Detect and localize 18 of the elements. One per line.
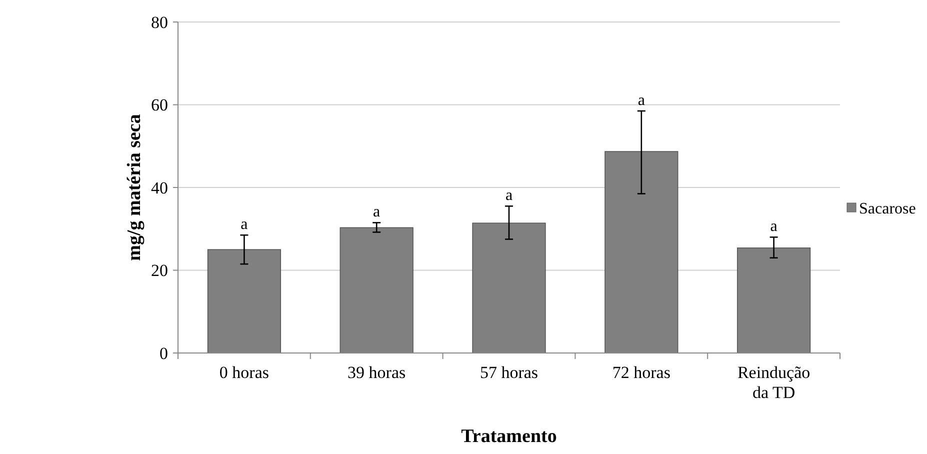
annotation: a bbox=[505, 187, 513, 204]
x-tick-label: 0 horas bbox=[219, 363, 269, 382]
annotation: a bbox=[373, 204, 380, 221]
x-tick-label: 39 horas bbox=[348, 363, 406, 382]
y-tick-label: 20 bbox=[151, 261, 168, 280]
y-tick-label: 40 bbox=[151, 178, 168, 198]
annotation: a bbox=[638, 92, 645, 109]
x-tick-label: 72 horas bbox=[612, 363, 670, 382]
x-tick-label: 57 horas bbox=[480, 363, 538, 382]
annotation: a bbox=[770, 218, 778, 236]
y-tick-label: 60 bbox=[151, 96, 168, 115]
annotation: a bbox=[240, 216, 248, 234]
y-tick-label: 80 bbox=[151, 12, 168, 32]
y-axis-title: mg/g matéria seca bbox=[124, 114, 145, 261]
y-tick-label: 0 bbox=[160, 344, 168, 363]
x-tick-label: Reindução da TD bbox=[737, 363, 810, 402]
x-axis-title: Tratamento bbox=[461, 426, 557, 447]
legend-label: Sacarose bbox=[859, 200, 916, 218]
